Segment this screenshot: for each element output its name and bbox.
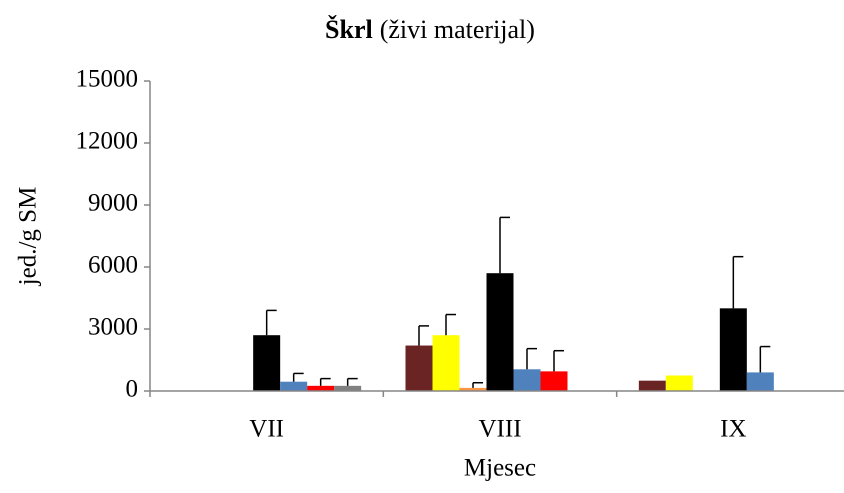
x-axis-label: Mjesec <box>464 455 536 482</box>
bar <box>307 385 335 391</box>
x-tick-label: VII <box>249 416 284 443</box>
x-tick-label: VIII <box>478 416 521 443</box>
chart-title: Škrl (živi materijal) <box>325 15 535 44</box>
bar <box>638 380 666 391</box>
bar <box>280 381 308 391</box>
bar <box>540 371 568 391</box>
title-rest: (živi materijal) <box>380 15 535 44</box>
y-axis-label: jed./g SM <box>15 187 42 287</box>
bar <box>334 385 362 391</box>
y-tick-label: 0 <box>126 376 139 403</box>
bar <box>459 387 487 391</box>
title-bold: Škrl <box>325 15 373 44</box>
bar <box>513 369 541 391</box>
y-tick-label: 12000 <box>76 128 139 155</box>
bar <box>432 335 460 391</box>
bar <box>253 335 281 391</box>
x-tick-label: IX <box>720 416 746 443</box>
y-tick-label: 9000 <box>88 190 138 217</box>
y-tick-label: 3000 <box>88 314 138 341</box>
bar <box>405 345 433 391</box>
bar <box>486 273 514 391</box>
y-tick-label: 6000 <box>88 252 138 279</box>
bar <box>746 372 774 391</box>
bar <box>665 375 693 391</box>
bar <box>719 308 747 391</box>
y-tick-label: 15000 <box>76 66 139 93</box>
